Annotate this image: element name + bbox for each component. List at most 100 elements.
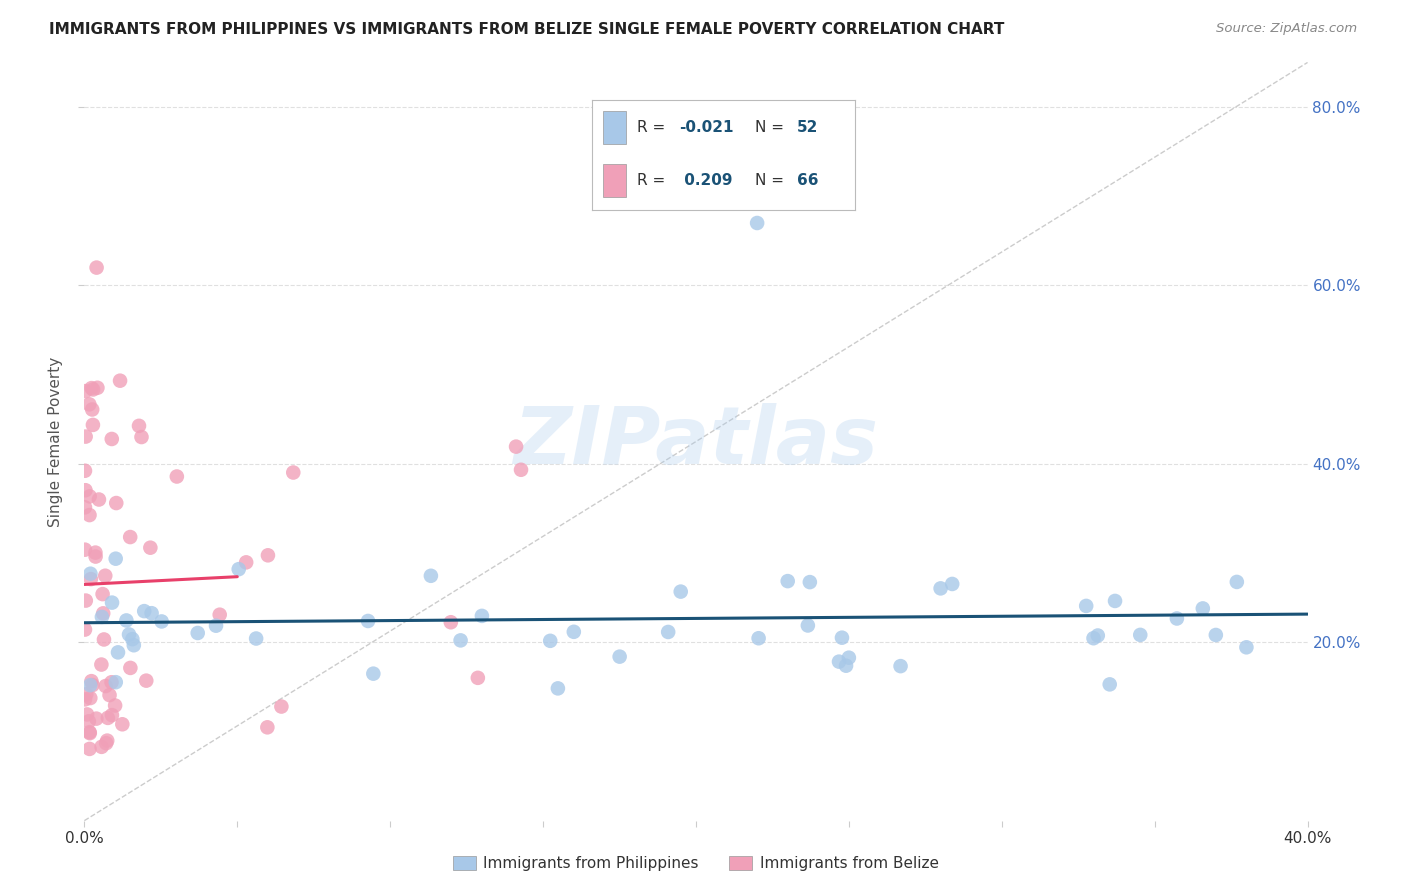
Point (82, 402, 104, 417)
Point (1166, 611, 1188, 625)
Point (75, 593, 97, 607)
Point (471, 608, 494, 623)
Point (134, 604, 156, 618)
Point (120, 661, 142, 675)
Point (510, 463, 533, 477)
Point (91, 607, 114, 621)
Point (208, 607, 231, 622)
Point (270, 699, 292, 714)
Point (1076, 599, 1098, 613)
Point (75, 483, 97, 498)
Point (82, 383, 104, 397)
Point (79, 726, 101, 740)
Point (104, 551, 127, 566)
Point (1236, 640, 1258, 655)
Point (1205, 628, 1227, 642)
Point (929, 582, 952, 596)
Point (73, 500, 96, 515)
Point (93, 632, 115, 647)
Point (797, 618, 820, 632)
Point (80, 572, 103, 586)
Point (562, 624, 585, 639)
Point (1098, 677, 1121, 691)
Point (96, 736, 118, 750)
Point (100, 432, 122, 446)
Point (235, 555, 257, 569)
Text: ZIPatlas: ZIPatlas (513, 402, 879, 481)
Point (187, 626, 209, 640)
Point (108, 374, 131, 388)
Point (77, 714, 100, 729)
Point (75, 429, 97, 443)
Point (73, 464, 96, 478)
Point (135, 673, 157, 688)
Point (121, 632, 143, 647)
Point (450, 633, 472, 648)
Point (79, 742, 101, 756)
Point (1104, 594, 1126, 608)
Point (86, 712, 108, 726)
Point (90, 610, 112, 624)
Point (1083, 631, 1105, 645)
Point (86, 260, 108, 275)
Point (96, 733, 118, 747)
Point (799, 575, 821, 590)
Point (166, 469, 188, 483)
Point (669, 584, 692, 599)
Point (538, 633, 561, 648)
Point (76, 707, 98, 722)
Point (79, 489, 101, 503)
Point (283, 466, 305, 480)
Point (84, 549, 107, 564)
Point (205, 618, 228, 632)
Point (82, 417, 104, 432)
Point (97, 711, 120, 725)
Point (80, 381, 103, 395)
Point (79, 397, 101, 411)
Point (245, 632, 267, 646)
Point (890, 659, 912, 673)
Y-axis label: Single Female Poverty: Single Female Poverty (48, 357, 63, 526)
Point (100, 675, 122, 690)
Point (547, 681, 569, 696)
Point (84, 546, 107, 560)
Point (90, 657, 112, 672)
Point (128, 418, 150, 433)
Point (107, 645, 129, 659)
Point (257, 549, 280, 563)
Point (104, 675, 127, 690)
Point (122, 638, 145, 652)
Point (79, 566, 101, 581)
Point (111, 717, 134, 731)
Point (131, 430, 153, 444)
Point (79, 508, 101, 522)
Point (118, 627, 141, 641)
Point (835, 658, 858, 673)
Point (82, 678, 104, 692)
Point (75, 687, 97, 701)
Text: Source: ZipAtlas.com: Source: ZipAtlas.com (1216, 22, 1357, 36)
Point (838, 650, 860, 665)
Point (86, 381, 108, 395)
Point (115, 614, 138, 628)
Point (747, 216, 769, 230)
Point (657, 624, 679, 639)
Point (828, 655, 851, 669)
Text: IMMIGRANTS FROM PHILIPPINES VS IMMIGRANTS FROM BELIZE SINGLE FEMALE POVERTY CORR: IMMIGRANTS FROM PHILIPPINES VS IMMIGRANT… (49, 22, 1004, 37)
Point (94, 679, 117, 693)
Point (609, 649, 631, 664)
Point (75, 384, 97, 398)
Point (357, 614, 380, 628)
Point (941, 577, 963, 591)
Point (73, 623, 96, 637)
Point (73, 692, 96, 706)
Point (440, 615, 463, 630)
Point (419, 569, 441, 583)
Point (1129, 628, 1152, 642)
Point (1191, 601, 1213, 615)
Point (91, 587, 114, 601)
Point (120, 530, 142, 544)
Point (139, 541, 162, 555)
Point (150, 615, 173, 629)
Point (73, 542, 96, 557)
